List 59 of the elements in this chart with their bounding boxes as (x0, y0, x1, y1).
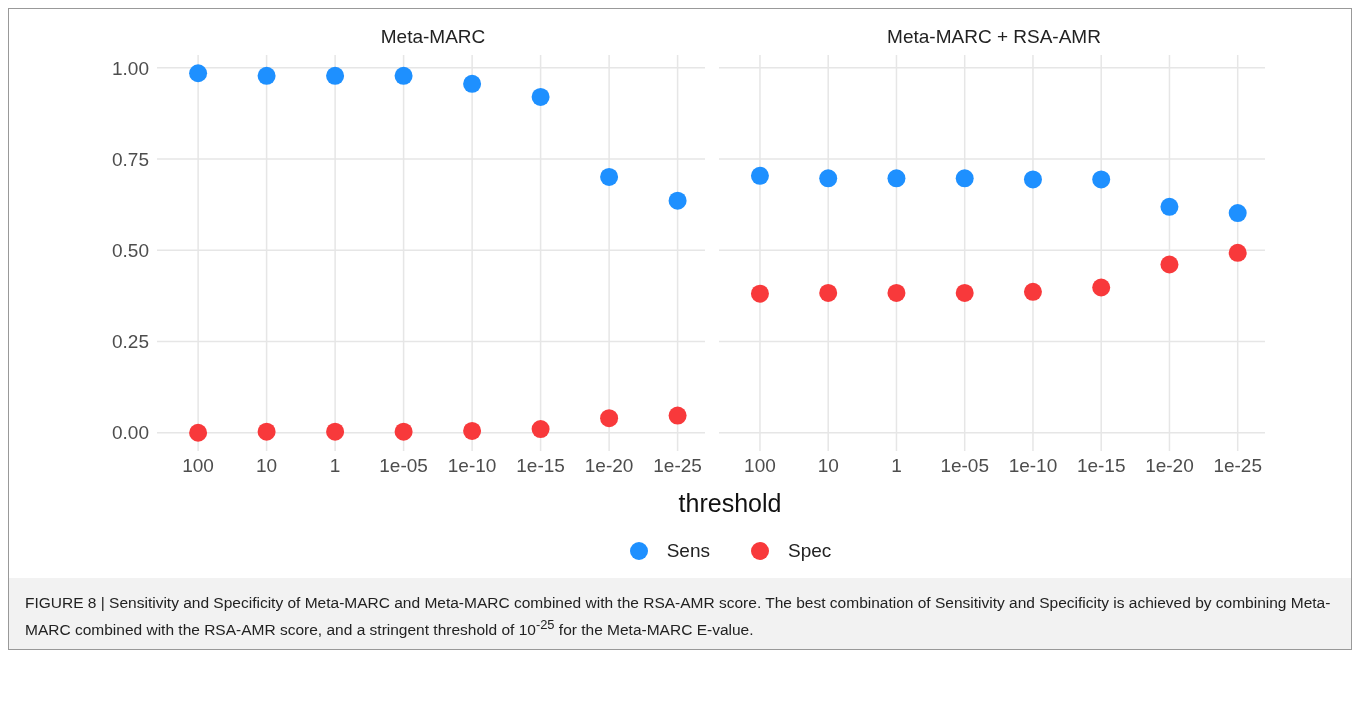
point (1228, 243, 1247, 262)
point (819, 169, 838, 188)
x-tick-label: 100 (744, 455, 776, 477)
point (257, 422, 276, 441)
point (955, 169, 974, 188)
x-tick-label: 1e-10 (1008, 455, 1058, 477)
chart-title: Meta-MARC (379, 25, 487, 49)
point (750, 166, 769, 185)
point (955, 283, 974, 302)
x-tick-label: 1e-05 (379, 455, 428, 477)
x-tick-label: 1 (891, 455, 902, 477)
point (1092, 170, 1111, 189)
chart-title: Meta-MARC + RSA-AMR (886, 25, 1102, 49)
point (531, 87, 550, 106)
point (600, 409, 619, 428)
point (326, 422, 345, 441)
x-axis-title: threshold (677, 489, 783, 518)
legend-label: Sens (666, 540, 710, 562)
point (326, 66, 345, 85)
point (463, 421, 482, 440)
caption: FIGURE 8 | Sensitivity and Specificity of Meta-MARC and Meta-MARC combined with the RSA-AMR score. The best combination of Sensitivity and Specificity is achieved by combining Meta-MARC combined with the RSA-AMR score, and a stringent threshold of 10$^{-25}$ for the Meta-MARC E-value. (9, 578, 1351, 650)
point (819, 283, 838, 302)
x-tick-label: 100 (182, 455, 214, 477)
y-tick-label: 1.00 (112, 57, 149, 79)
point (189, 64, 208, 83)
point (1160, 197, 1179, 216)
x-tick-label: 1e-20 (1145, 455, 1194, 477)
point (189, 423, 208, 442)
point (887, 169, 906, 188)
y-tick-label: 0.50 (112, 240, 149, 262)
x-tick-label: 1e-25 (653, 455, 702, 477)
y-tick-label: 0.00 (112, 422, 149, 444)
point (394, 66, 413, 85)
point (531, 420, 550, 439)
x-tick-label: 1e-25 (1213, 455, 1262, 477)
x-tick-label: 1e-05 (940, 455, 989, 477)
point (668, 191, 687, 210)
x-tick-label: 10 (817, 455, 839, 477)
point (887, 283, 906, 302)
point (463, 74, 482, 93)
x-tick-label: 1 (329, 455, 341, 477)
legend-label: Spec (788, 540, 832, 562)
point (257, 66, 276, 85)
x-tick-label: 1e-10 (447, 455, 497, 477)
point (668, 406, 687, 425)
point (1160, 255, 1179, 274)
point (1023, 170, 1042, 189)
y-tick-label: 0.25 (112, 331, 149, 353)
point (1023, 282, 1042, 301)
x-tick-label: 1e-20 (584, 455, 634, 477)
point (750, 284, 769, 303)
x-tick-label: 1e-15 (516, 455, 565, 477)
point (1092, 278, 1111, 297)
point (600, 167, 619, 186)
y-tick-label: 0.75 (112, 148, 149, 170)
point (394, 422, 413, 441)
x-tick-label: 10 (256, 455, 278, 477)
point (1228, 204, 1247, 223)
x-tick-label: 1e-15 (1076, 455, 1126, 477)
